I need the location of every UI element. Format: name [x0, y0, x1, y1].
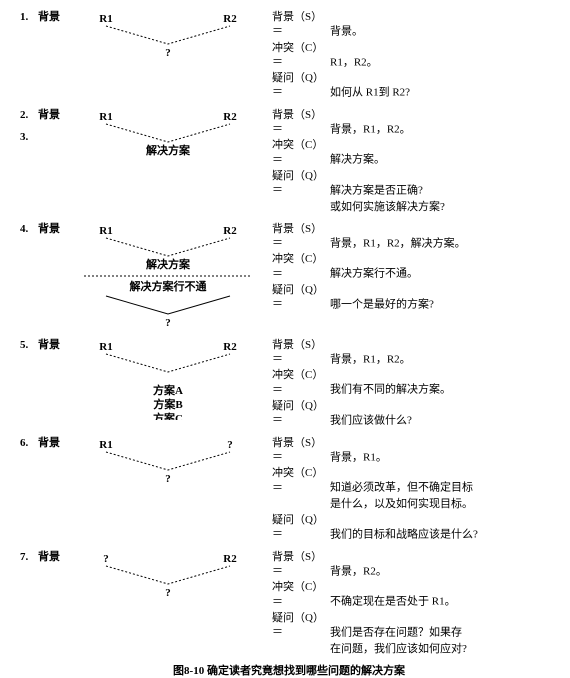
desc-line: 冲突（C）＝R1，R2。: [272, 41, 558, 70]
svg-text:?: ?: [227, 439, 233, 451]
desc-line: 冲突（C）＝解决方案行不通。: [272, 252, 558, 281]
diagram: R1??: [78, 436, 258, 482]
svg-text:?: ?: [165, 587, 171, 596]
left-col: 2.背景3.: [20, 108, 78, 145]
desc-line: 冲突（C）＝我们有不同的解决方案。: [272, 368, 558, 397]
svg-text:方案A: 方案A: [153, 383, 183, 397]
diagram: R1 R2?: [78, 10, 258, 56]
desc-line: 疑问（Q）＝我们应该做什么?: [272, 399, 558, 428]
item-left-label: 背景: [38, 223, 60, 235]
diagram: ? R2?: [78, 550, 258, 596]
left-col: 6.背景: [20, 436, 78, 450]
desc-line: 背景（S）＝背景，R1，R2。: [272, 108, 558, 137]
desc-line: 或如何实施该解决方案?: [272, 200, 558, 214]
desc-line: 背景（S）＝背景。: [272, 10, 558, 39]
svg-text:解决方案行不通: 解决方案行不通: [130, 279, 207, 293]
svg-text:?: ?: [165, 317, 171, 329]
desc-line: 疑问（Q）＝我们的目标和战略应该是什么?: [272, 513, 558, 542]
svg-text:解决方案: 解决方案: [146, 257, 191, 271]
desc-line: 疑问（Q）＝如何从 R1到 R2?: [272, 71, 558, 100]
right-col: 背景（S）＝背景，R1。冲突（C）＝知道必须改革，但不确定目标是什么，以及如何实…: [258, 436, 558, 544]
svg-text:解决方案: 解决方案: [146, 143, 191, 157]
item-row: 4.背景 R1 R2 解决方案解决方案行不通? 背景（S）＝背景，R1，R2，解决方案。…: [20, 222, 558, 332]
item-left-label: 背景: [38, 437, 60, 449]
item-number: 3.: [20, 130, 38, 144]
desc-line: 疑问（Q）＝我们是否存在问题？如果存: [272, 611, 558, 640]
item-left-label: 背景: [38, 11, 60, 23]
svg-text:?: ?: [165, 47, 171, 56]
svg-text:方案B: 方案B: [153, 397, 183, 411]
desc-line: 是什么，以及如何实现目标。: [272, 497, 558, 511]
item-row: 1.背景 R1 R2? 背景（S）＝背景。冲突（C）＝R1，R2。疑问（Q）＝如何从 …: [20, 10, 558, 102]
svg-text:R1: R1: [99, 341, 112, 353]
item-row: 2.背景3. R1 R2 解决方案 背景（S）＝背景，R1，R2。冲突（C）＝解决方案。…: [20, 108, 558, 216]
desc-line: 背景（S）＝背景，R2。: [272, 550, 558, 579]
item-row: 5.背景 R1 R2 方案A方案B方案C 背景（S）＝背景，R1，R2。冲突（C）＝我们…: [20, 338, 558, 430]
diagram: R1 R2 方案A方案B方案C: [78, 338, 258, 420]
svg-text:R2: R2: [223, 111, 237, 123]
svg-text:?: ?: [165, 473, 171, 482]
item-number: 5.: [20, 338, 38, 352]
desc-line: 冲突（C）＝解决方案。: [272, 138, 558, 167]
svg-text:R2: R2: [223, 13, 237, 25]
right-col: 背景（S）＝背景。冲突（C）＝R1，R2。疑问（Q）＝如何从 R1到 R2?: [258, 10, 558, 102]
left-col: 5.背景: [20, 338, 78, 352]
right-col: 背景（S）＝背景，R1，R2。冲突（C）＝我们有不同的解决方案。疑问（Q）＝我们…: [258, 338, 558, 430]
desc-line: 背景（S）＝背景，R1。: [272, 436, 558, 465]
item-number: 4.: [20, 222, 38, 236]
desc-line: 冲突（C）＝知道必须改革，但不确定目标: [272, 466, 558, 495]
item-row: 7.背景? R2? 背景（S）＝背景，R2。冲突（C）＝不确定现在是否处于 R1。疑…: [20, 550, 558, 658]
item-number: 7.: [20, 550, 38, 564]
item-left-label: 背景: [38, 551, 60, 563]
svg-text:R1: R1: [99, 439, 112, 451]
item-number: 6.: [20, 436, 38, 450]
left-col: 7.背景: [20, 550, 78, 564]
desc-line: 在问题，我们应该如何应对?: [272, 642, 558, 656]
right-col: 背景（S）＝背景，R1，R2，解决方案。冲突（C）＝解决方案行不通。疑问（Q）＝…: [258, 222, 558, 314]
diagram: R1 R2 解决方案: [78, 108, 258, 162]
svg-text:?: ?: [103, 553, 109, 565]
desc-line: 背景（S）＝背景，R1，R2，解决方案。: [272, 222, 558, 251]
item-left-label: 背景: [38, 109, 60, 121]
svg-text:R2: R2: [223, 341, 237, 353]
svg-text:R1: R1: [99, 111, 112, 123]
item-number: 2.: [20, 108, 38, 122]
svg-text:R1: R1: [99, 225, 112, 237]
left-col: 4.背景: [20, 222, 78, 236]
item-number: 1.: [20, 10, 38, 24]
svg-text:R2: R2: [223, 553, 237, 565]
right-col: 背景（S）＝背景，R1，R2。冲突（C）＝解决方案。疑问（Q）＝解决方案是否正确…: [258, 108, 558, 216]
svg-text:方案C: 方案C: [153, 411, 183, 420]
item-row: 6.背景R1??背景（S）＝背景，R1。冲突（C）＝知道必须改革，但不确定目标是…: [20, 436, 558, 544]
desc-line: 冲突（C）＝不确定现在是否处于 R1。: [272, 580, 558, 609]
diagram: R1 R2 解决方案解决方案行不通?: [78, 222, 258, 332]
desc-line: 背景（S）＝背景，R1，R2。: [272, 338, 558, 367]
item-left-label: 背景: [38, 339, 60, 351]
figure-caption: 图8-10 确定读者究竟想找到哪些问题的解决方案: [20, 664, 558, 678]
desc-line: 疑问（Q）＝哪一个是最好的方案?: [272, 283, 558, 312]
svg-text:R2: R2: [223, 225, 237, 237]
left-col: 1.背景: [20, 10, 78, 24]
svg-text:R1: R1: [99, 13, 112, 25]
right-col: 背景（S）＝背景，R2。冲突（C）＝不确定现在是否处于 R1。疑问（Q）＝我们是…: [258, 550, 558, 658]
desc-line: 疑问（Q）＝解决方案是否正确?: [272, 169, 558, 198]
